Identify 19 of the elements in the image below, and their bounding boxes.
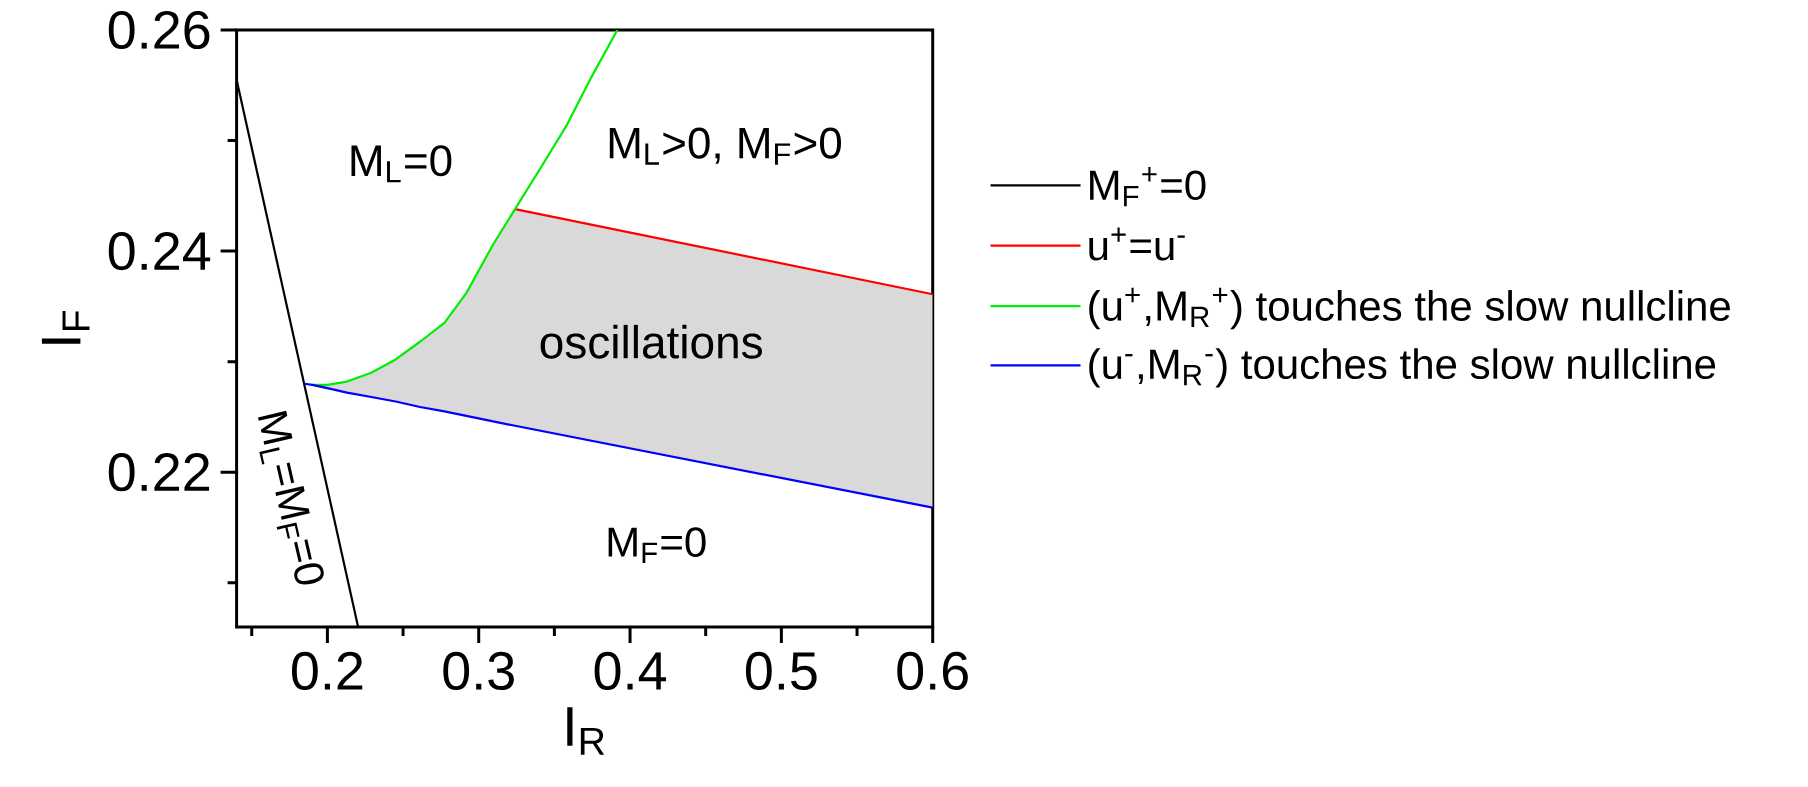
y-axis-title: I$_{F}$ <box>41 310 90 344</box>
annotation: M$_{L}$>0, M$_{F}$>0 <box>609 127 842 165</box>
x-tick-label: 0.2 <box>291 651 363 691</box>
y-tick-label: 0.26 <box>108 10 210 50</box>
legend-label: M$_{F}$$^{+}$=0 <box>1090 167 1206 207</box>
x-tick-label: 0.6 <box>897 651 968 691</box>
x-tick-label: 0.4 <box>594 651 666 691</box>
legend-label: (u$^{+}$,M$_{R}$$^{+}$) touches the slow nullcline <box>1089 287 1730 330</box>
legend-label: u$^{+}$=u$^{-}$ <box>1089 227 1185 261</box>
y-tick-label: 0.22 <box>108 453 210 492</box>
x-axis-title: I$_{R}$ <box>567 707 605 755</box>
annotation: M$_{L}$=0 <box>351 145 452 183</box>
y-tick-label: 0.24 <box>108 232 211 271</box>
annotation: oscillations <box>540 324 763 359</box>
annotation: M$_{L}$=M$_{F}$=0 <box>258 410 324 585</box>
x-tick-label: 0.5 <box>745 651 817 691</box>
legend-label: (u$^{-}$,M$_{R}$$^{-}$) touches the slow nullcline <box>1089 348 1716 388</box>
annotation: M$_{F}$=0 <box>608 527 706 564</box>
x-tick-label: 0.3 <box>443 651 514 691</box>
